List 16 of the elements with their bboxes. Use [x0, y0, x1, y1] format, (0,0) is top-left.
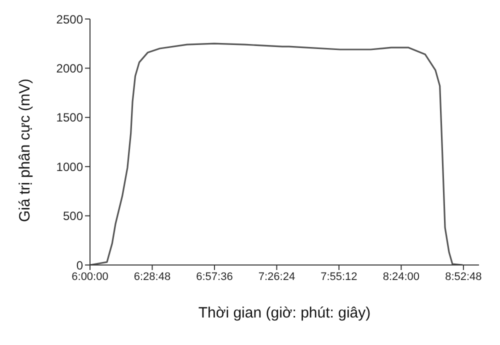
- y-tick-label: 0: [76, 258, 84, 272]
- y-tick-label: 2000: [56, 61, 84, 76]
- y-axis-title: Giá trị phân cực (mV): [16, 78, 34, 222]
- y-tick-label: 1000: [56, 160, 84, 174]
- x-axis-title: Thời gian (giờ: phút: giây): [198, 304, 371, 322]
- y-tick-label: 1500: [56, 110, 84, 125]
- line-series: [90, 42, 464, 265]
- x-tick-label: 8:52:48: [445, 270, 482, 283]
- x-tick-label: 6:00:00: [72, 270, 108, 283]
- y-tick-label: 500: [62, 209, 84, 224]
- x-tick-label: 8:24:00: [382, 270, 420, 283]
- y-tick-label: 2500: [56, 12, 84, 26]
- x-tick-label: 6:57:36: [196, 270, 233, 283]
- x-tick-label: 7:26:24: [258, 270, 296, 283]
- x-tick-label: 7:55:12: [320, 270, 358, 283]
- x-tick-label: 6:28:48: [134, 270, 171, 283]
